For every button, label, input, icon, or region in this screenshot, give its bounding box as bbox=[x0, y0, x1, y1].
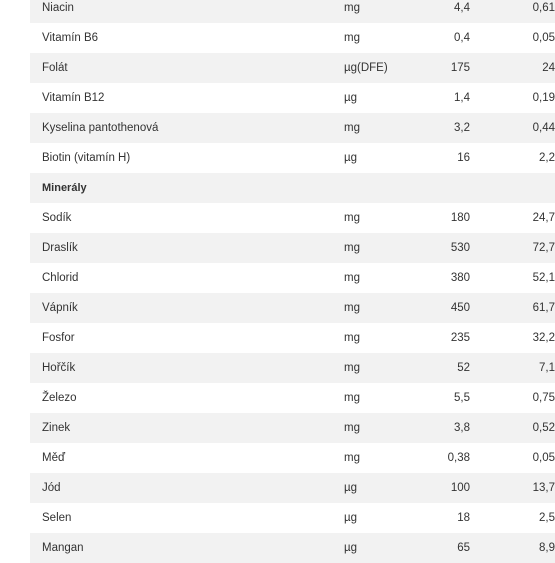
nutrient-percent: 0,75 bbox=[532, 392, 555, 404]
nutrient-percent: 61,7 bbox=[532, 302, 555, 314]
nutrient-percent: 72,7 bbox=[532, 242, 555, 254]
nutrient-unit: µg bbox=[344, 92, 358, 104]
nutrient-percent: 13,7 bbox=[532, 482, 555, 494]
table-row: Mangan µg 65 8,9 bbox=[30, 533, 555, 563]
table-row: Biotin (vitamín H) µg 16 2,2 bbox=[30, 143, 555, 173]
nutrient-percent: 7,1 bbox=[539, 362, 555, 374]
nutrient-percent: 2,2 bbox=[539, 152, 555, 164]
nutrient-name: Zinek bbox=[42, 422, 71, 434]
nutrition-table: Niacin mg 4,4 0,61 Vitamín B6 mg 0,4 0,0… bbox=[30, 0, 555, 563]
nutrient-amount: 530 bbox=[450, 242, 470, 254]
table-row: Vitamín B6 mg 0,4 0,05 bbox=[30, 23, 555, 53]
table-row: Chlorid mg 380 52,1 bbox=[30, 263, 555, 293]
table-row: Železo mg 5,5 0,75 bbox=[30, 383, 555, 413]
nutrient-percent: 2,5 bbox=[539, 512, 555, 524]
nutrient-unit bbox=[336, 173, 404, 203]
nutrient-name: Železo bbox=[42, 392, 77, 404]
nutrient-unit: mg bbox=[344, 122, 360, 134]
nutrient-name: Sodík bbox=[42, 212, 72, 224]
nutrient-name: Biotin (vitamín H) bbox=[42, 152, 131, 164]
table-row: Fosfor mg 235 32,2 bbox=[30, 323, 555, 353]
nutrient-unit: mg bbox=[344, 212, 360, 224]
table-row: Kyselina pantothenová mg 3,2 0,44 bbox=[30, 113, 555, 143]
nutrient-percent: 0,44 bbox=[532, 122, 555, 134]
nutrient-percent: 8,9 bbox=[539, 542, 555, 554]
nutrient-name: Selen bbox=[42, 512, 72, 524]
nutrient-amount: 18 bbox=[457, 512, 470, 524]
nutrient-amount: 0,4 bbox=[454, 32, 470, 44]
nutrient-amount: 235 bbox=[450, 332, 470, 344]
table-row: Měď mg 0,38 0,05 bbox=[30, 443, 555, 473]
table-row: Hořčík mg 52 7,1 bbox=[30, 353, 555, 383]
nutrient-name: Mangan bbox=[42, 542, 84, 554]
table-row: Vápník mg 450 61,7 bbox=[30, 293, 555, 323]
nutrient-name: Hořčík bbox=[42, 362, 76, 374]
nutrient-amount: 0,38 bbox=[447, 452, 470, 464]
nutrient-percent: 0,05 bbox=[532, 32, 555, 44]
table-row: Draslík mg 530 72,7 bbox=[30, 233, 555, 263]
table-row: Selen µg 18 2,5 bbox=[30, 503, 555, 533]
nutrient-amount: 5,5 bbox=[454, 392, 470, 404]
nutrient-name: Fosfor bbox=[42, 332, 75, 344]
nutrient-unit: mg bbox=[344, 362, 360, 374]
nutrient-percent: 0,05 bbox=[532, 452, 555, 464]
nutrient-percent: 24 bbox=[542, 62, 555, 74]
nutrient-name: Měď bbox=[42, 452, 66, 464]
nutrient-unit: mg bbox=[344, 32, 360, 44]
nutrient-amount: 16 bbox=[457, 152, 470, 164]
table-row: Sodík mg 180 24,7 bbox=[30, 203, 555, 233]
nutrient-percent: 52,1 bbox=[532, 272, 555, 284]
table-row: Vitamín B12 µg 1,4 0,19 bbox=[30, 83, 555, 113]
nutrient-unit: µg bbox=[344, 512, 358, 524]
section-title: Minerály bbox=[42, 182, 87, 194]
nutrient-amount: 380 bbox=[450, 272, 470, 284]
nutrient-unit: mg bbox=[344, 242, 360, 254]
nutrient-amount bbox=[404, 173, 470, 203]
table-row: Folát µg(DFE) 175 24 bbox=[30, 53, 555, 83]
nutrient-name: Vitamín B12 bbox=[42, 92, 105, 104]
nutrient-unit: mg bbox=[344, 422, 360, 434]
nutrient-unit: mg bbox=[344, 272, 360, 284]
nutrient-amount: 65 bbox=[457, 542, 470, 554]
nutrient-unit: mg bbox=[344, 332, 360, 344]
nutrient-name: Niacin bbox=[42, 2, 74, 14]
nutrient-name: Jód bbox=[42, 482, 61, 494]
nutrient-percent: 0,52 bbox=[532, 422, 555, 434]
nutrient-percent: 0,61 bbox=[532, 2, 555, 14]
nutrition-table-panel: Niacin mg 4,4 0,61 Vitamín B6 mg 0,4 0,0… bbox=[30, 0, 555, 563]
nutrient-percent bbox=[470, 173, 555, 203]
nutrient-name: Kyselina pantothenová bbox=[42, 122, 159, 134]
nutrient-unit: µg bbox=[344, 542, 358, 554]
nutrient-unit: mg bbox=[344, 392, 360, 404]
nutrient-name: Vitamín B6 bbox=[42, 32, 99, 44]
nutrient-amount: 450 bbox=[450, 302, 470, 314]
nutrient-percent: 0,19 bbox=[532, 92, 555, 104]
nutrient-unit: mg bbox=[344, 302, 360, 314]
nutrient-amount: 1,4 bbox=[454, 92, 470, 104]
nutrient-amount: 180 bbox=[450, 212, 470, 224]
nutrient-unit: µg bbox=[344, 152, 358, 164]
nutrient-unit: mg bbox=[344, 2, 360, 14]
nutrient-unit: µg(DFE) bbox=[344, 62, 388, 74]
nutrient-name: Vápník bbox=[42, 302, 78, 314]
nutrient-amount: 4,4 bbox=[454, 2, 470, 14]
nutrient-amount: 52 bbox=[457, 362, 470, 374]
table-row: Jód µg 100 13,7 bbox=[30, 473, 555, 503]
nutrient-amount: 100 bbox=[450, 482, 470, 494]
section-header-row: Minerály bbox=[30, 173, 555, 203]
nutrient-amount: 3,8 bbox=[454, 422, 470, 434]
nutrient-amount: 175 bbox=[450, 62, 470, 74]
nutrient-unit: mg bbox=[344, 452, 360, 464]
table-row: Zinek mg 3,8 0,52 bbox=[30, 413, 555, 443]
nutrient-percent: 24,7 bbox=[532, 212, 555, 224]
table-row: Niacin mg 4,4 0,61 bbox=[30, 0, 555, 23]
nutrient-amount: 3,2 bbox=[454, 122, 470, 134]
nutrient-percent: 32,2 bbox=[532, 332, 555, 344]
nutrient-name: Draslík bbox=[42, 242, 78, 254]
nutrient-unit: µg bbox=[344, 482, 358, 494]
nutrient-name: Chlorid bbox=[42, 272, 79, 284]
nutrient-name: Folát bbox=[42, 62, 68, 74]
